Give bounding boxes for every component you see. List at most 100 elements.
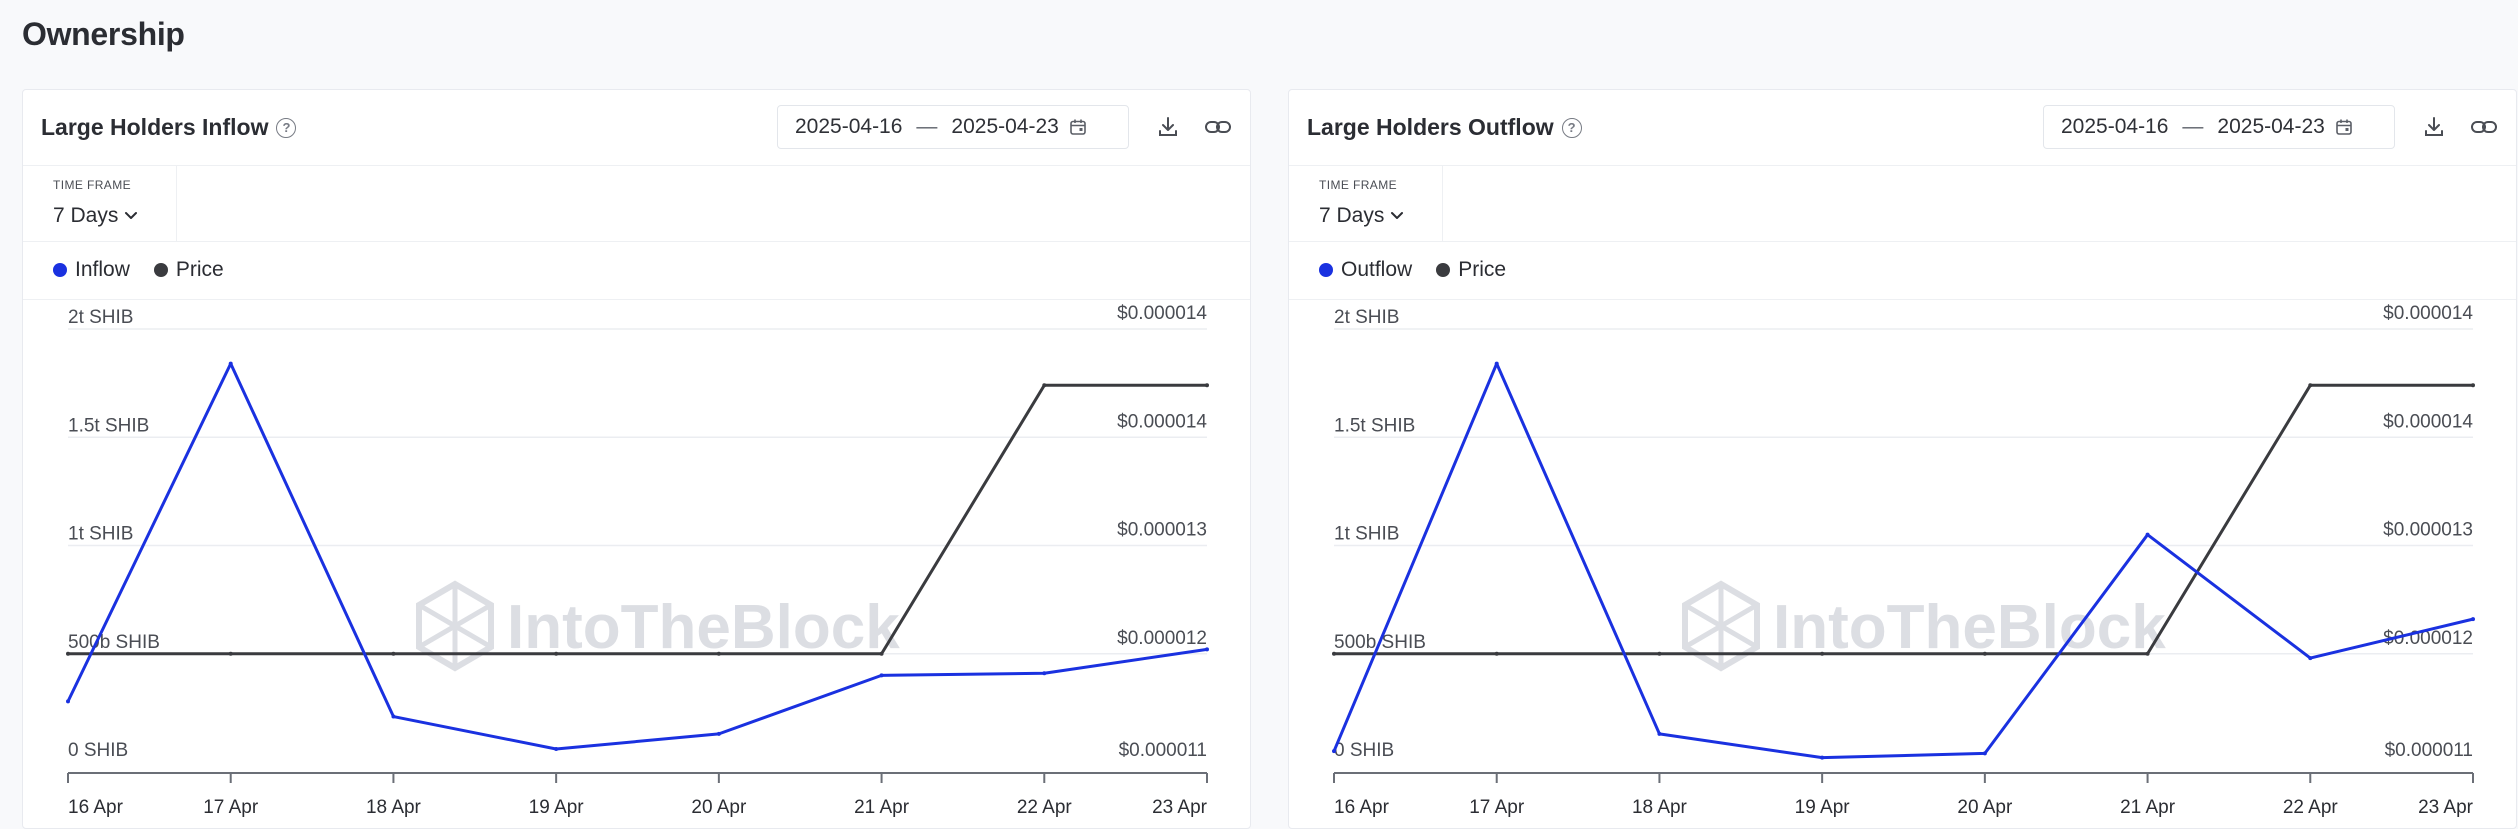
y-left-tick-label: 0 SHIB	[68, 740, 128, 761]
timeframe-label: TIME FRAME	[53, 178, 131, 192]
price-point[interactable]	[1332, 651, 1336, 656]
legend-label-price: Price	[1458, 258, 1507, 281]
price-point[interactable]	[1982, 651, 1987, 656]
y-right-tick-label: $0.000013	[2383, 520, 2473, 541]
x-tick-label: 16 Apr	[1334, 797, 1390, 818]
y-right-tick-label: $0.000012	[1117, 628, 1207, 649]
flow-point[interactable]	[1042, 671, 1047, 676]
x-tick-label: 18 Apr	[366, 797, 422, 818]
page-title: Ownership	[22, 16, 185, 52]
legend-item-flow[interactable]: Outflow	[1319, 258, 1412, 282]
timeframe-dropdown[interactable]: 7 Days	[1319, 204, 1404, 228]
price-point[interactable]	[1657, 651, 1662, 656]
x-tick-label: 22 Apr	[2283, 797, 2339, 818]
timeframe-selector[interactable]	[1289, 166, 1443, 242]
link-icon[interactable]	[1203, 112, 1233, 142]
y-left-tick-label: 2t SHIB	[68, 307, 133, 328]
legend-dot-flow	[1319, 263, 1333, 277]
price-point[interactable]	[1205, 383, 1209, 388]
timeframe-row	[1289, 166, 2516, 242]
watermark-text: IntoTheBlock	[507, 593, 900, 662]
card-title-text: Large Holders Outflow	[1307, 114, 1554, 140]
timeframe-row	[23, 166, 1250, 242]
flow-point[interactable]	[1820, 755, 1825, 760]
date-separator: —	[2182, 115, 2204, 138]
link-icon[interactable]	[2469, 112, 2499, 142]
price-point[interactable]	[228, 651, 233, 656]
price-point[interactable]	[1820, 651, 1825, 656]
chevron-down-icon	[125, 212, 138, 219]
price-point[interactable]	[1042, 383, 1047, 388]
card-title: Large Holders Inflow ?	[41, 114, 297, 141]
download-icon[interactable]	[1153, 112, 1183, 142]
flow-point[interactable]	[1205, 647, 1209, 652]
y-right-tick-label: $0.000014	[1117, 303, 1207, 324]
flow-point[interactable]	[879, 673, 884, 678]
flow-point[interactable]	[716, 731, 721, 736]
legend-item-price[interactable]: Price	[1436, 258, 1506, 282]
timeframe-value: 7 Days	[1319, 204, 1385, 227]
flow-point[interactable]	[1982, 751, 1987, 756]
legend-item-price[interactable]: Price	[153, 258, 224, 282]
legend-label-flow: Outflow	[1341, 258, 1413, 281]
flow-point[interactable]	[554, 747, 559, 752]
price-point[interactable]	[879, 651, 884, 656]
date-from: 2025-04-16	[795, 115, 903, 138]
x-tick-label: 18 Apr	[1632, 797, 1688, 818]
flow-point[interactable]	[2471, 617, 2475, 622]
y-right-tick-label: $0.000011	[2385, 740, 2473, 761]
legend-item-flow[interactable]: Inflow	[53, 258, 130, 282]
date-to: 2025-04-23	[951, 115, 1059, 138]
legend-dot-price	[1436, 263, 1451, 277]
chevron-down-icon	[1391, 212, 1404, 219]
price-point[interactable]	[1494, 651, 1499, 656]
price-point[interactable]	[66, 651, 70, 656]
flow-point[interactable]	[2308, 656, 2313, 661]
y-right-tick-label: $0.000011	[1119, 740, 1207, 761]
x-tick-label: 22 Apr	[1017, 797, 1073, 818]
date-range-picker[interactable]: 2025-04-16 — 2025-04-23	[777, 105, 1129, 149]
y-left-tick-label: 2t SHIB	[1334, 307, 1399, 328]
price-point[interactable]	[2145, 651, 2150, 656]
price-point[interactable]	[2471, 383, 2475, 388]
date-from: 2025-04-16	[2061, 115, 2169, 138]
legend-dot-price	[153, 263, 168, 277]
date-to: 2025-04-23	[2217, 115, 2325, 138]
help-icon[interactable]: ?	[1561, 117, 1582, 138]
flow-point[interactable]	[391, 714, 396, 719]
y-right-tick-label: $0.000014	[1117, 411, 1207, 432]
x-tick-label: 20 Apr	[1957, 797, 2013, 818]
card-header	[1289, 90, 2516, 166]
legend-label-flow: Inflow	[75, 258, 130, 281]
price-point[interactable]	[554, 651, 559, 656]
legend-dot-flow	[53, 263, 67, 277]
flow-point[interactable]	[228, 361, 233, 366]
flow-point[interactable]	[1494, 361, 1499, 366]
timeframe-selector[interactable]	[23, 166, 177, 242]
x-tick-label: 23 Apr	[2418, 797, 2474, 818]
help-icon[interactable]: ?	[276, 117, 297, 138]
card-title: Large Holders Outflow ?	[1307, 114, 1582, 141]
price-point[interactable]	[391, 651, 396, 656]
flow-point[interactable]	[2145, 532, 2150, 537]
series-line-price	[1334, 383, 2473, 656]
download-icon[interactable]	[2419, 112, 2449, 142]
x-tick-label: 19 Apr	[529, 797, 585, 818]
price-point[interactable]	[2308, 383, 2313, 388]
legend-label-price: Price	[175, 258, 224, 281]
x-tick-label: 17 Apr	[1469, 797, 1525, 818]
card-title-text: Large Holders Inflow	[41, 114, 269, 140]
y-left-tick-label: 1t SHIB	[1334, 524, 1399, 545]
card-header	[23, 90, 1250, 166]
legend-row	[1289, 242, 2516, 300]
flow-point[interactable]	[1332, 749, 1336, 754]
flow-point[interactable]	[1657, 731, 1662, 736]
date-range-picker[interactable]: 2025-04-16 — 2025-04-23	[2043, 105, 2395, 149]
y-left-tick-label: 1.5t SHIB	[68, 415, 149, 436]
date-separator: —	[916, 115, 938, 138]
legend: Outflow Price	[1319, 258, 1506, 282]
flow-point[interactable]	[66, 699, 70, 704]
timeframe-dropdown[interactable]: 7 Days	[53, 204, 138, 228]
price-point[interactable]	[716, 651, 721, 656]
y-left-tick-label: 1t SHIB	[68, 524, 133, 545]
